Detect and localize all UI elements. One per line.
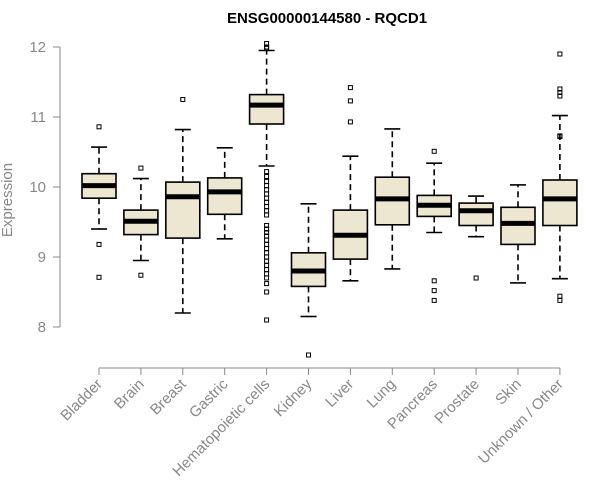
box-group (416, 148, 453, 303)
outlier-point (557, 51, 563, 57)
box (458, 202, 494, 227)
box-group (248, 41, 285, 323)
box-series (81, 41, 578, 358)
outlier-point (264, 289, 270, 295)
box-group (500, 184, 536, 284)
outlier-point (264, 169, 270, 175)
outlier-point (347, 98, 353, 104)
box (542, 179, 578, 227)
outlier-point (264, 262, 270, 268)
outlier-point (473, 275, 479, 281)
outlier-point (96, 274, 102, 280)
outlier-point (347, 85, 353, 91)
outlier-point (557, 93, 563, 99)
outlier-point (431, 288, 437, 294)
outlier-point (264, 208, 270, 214)
outlier-point (264, 183, 270, 189)
outlier-point (431, 297, 437, 303)
x-tick-label: Bladder (57, 376, 106, 425)
box (206, 177, 243, 216)
outlier-point (347, 119, 353, 125)
outlier-point (264, 191, 270, 197)
box-group (374, 128, 411, 270)
outlier-point (264, 258, 270, 264)
outlier-point (264, 45, 270, 51)
outlier-point (264, 212, 270, 218)
outlier-point (96, 241, 102, 247)
outlier-point (264, 178, 270, 184)
y-tick-label: 9 (38, 249, 46, 266)
outlier-point (264, 241, 270, 247)
box-group (332, 85, 369, 282)
outlier-point (557, 293, 563, 299)
outlier-point (264, 246, 270, 252)
y-tick-label: 11 (30, 109, 46, 126)
box-group (206, 147, 243, 240)
outlier-point (264, 237, 270, 243)
outlier-point (180, 97, 186, 102)
x-tick-label: Lung (364, 376, 400, 412)
outlier-point (557, 297, 563, 303)
outlier-point (264, 281, 270, 287)
x-tick-label: Skin (492, 376, 525, 409)
outlier-point (264, 250, 270, 256)
x-tick-label: Prostate (431, 376, 483, 428)
outlier-point (431, 278, 437, 284)
outlier-point (264, 187, 270, 193)
chart-title: ENSG00000144580 - RQCD1 (227, 10, 427, 27)
outlier-point (431, 148, 437, 154)
outlier-point (138, 165, 144, 171)
box-group (81, 124, 117, 280)
outlier-point (264, 275, 270, 281)
outlier-point (96, 124, 102, 130)
y-tick-label: 12 (29, 39, 46, 56)
box-group (542, 51, 578, 303)
box-group (290, 203, 327, 358)
outlier-point (264, 204, 270, 210)
outlier-point (264, 254, 270, 260)
box (165, 181, 201, 239)
outlier-point (264, 267, 270, 273)
outlier-point (306, 352, 311, 358)
outlier-point (557, 134, 563, 140)
outlier-point (264, 174, 270, 179)
outlier-point (264, 199, 270, 205)
box (248, 93, 285, 125)
x-tick-label: Kidney (271, 375, 316, 420)
box-group (458, 195, 494, 281)
y-axis-label: Expression (0, 163, 16, 237)
y-axis: 8 9 10 11 12 (29, 39, 61, 336)
y-tick-label: 8 (38, 319, 46, 336)
outlier-point (264, 195, 270, 201)
x-tick-label: Breast (147, 375, 190, 418)
outlier-point (264, 317, 270, 323)
outlier-point (264, 271, 270, 277)
x-tick-label: Brain (111, 376, 148, 413)
box-group (123, 165, 159, 278)
x-tick-label: Liver (322, 376, 357, 411)
outlier-point (138, 272, 144, 278)
y-tick-label: 10 (29, 179, 46, 196)
box-group (165, 97, 201, 314)
